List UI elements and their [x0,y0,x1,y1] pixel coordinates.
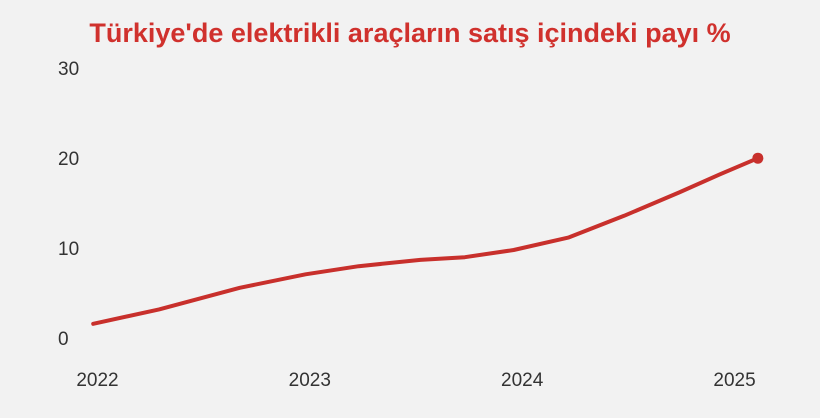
y-tick-label: 30 [58,59,79,80]
x-tick-label: 2024 [501,370,544,391]
x-tick-label: 2025 [713,370,755,391]
end-marker [752,152,764,164]
x-tick-label: 2023 [289,370,331,391]
x-tick-label: 2022 [76,370,118,391]
y-tick-label: 20 [58,149,79,170]
y-tick-label: 10 [58,239,79,260]
chart-title: Türkiye'de elektrikli araçların satış iç… [89,18,730,48]
y-tick-label: 0 [58,329,69,350]
line [91,156,760,326]
